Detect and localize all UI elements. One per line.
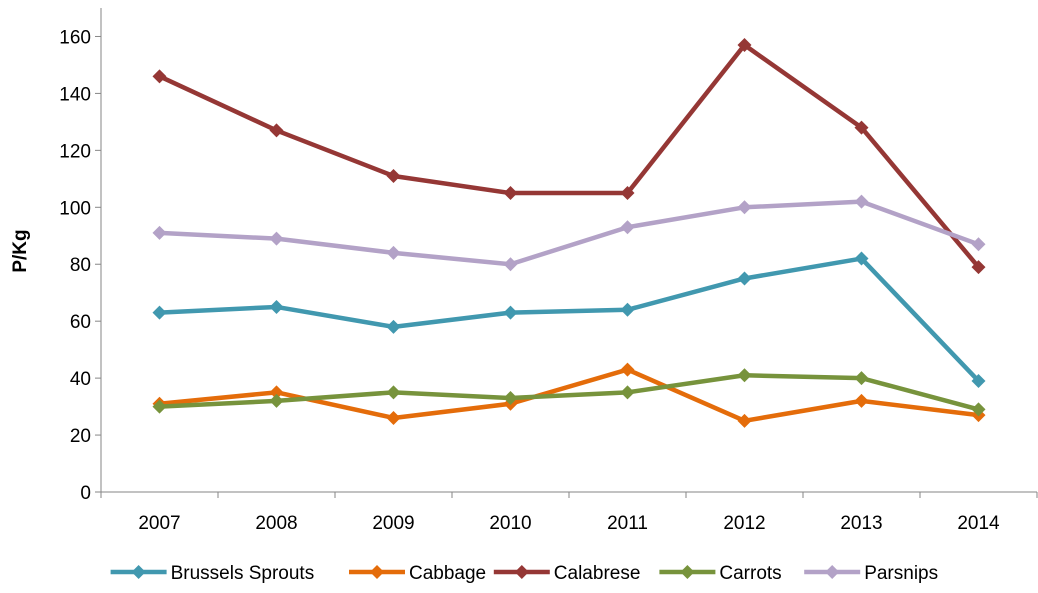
data-point xyxy=(737,368,752,383)
data-point xyxy=(737,413,752,428)
data-point xyxy=(620,362,635,377)
x-tick-label: 2010 xyxy=(489,513,531,534)
series-carrots xyxy=(152,368,986,417)
data-point xyxy=(503,257,518,272)
y-tick-label: 100 xyxy=(59,198,91,219)
data-point xyxy=(269,393,284,408)
data-point xyxy=(152,399,167,414)
data-point xyxy=(269,299,284,314)
legend-marker xyxy=(825,565,840,579)
y-tick-label: 0 xyxy=(80,483,91,504)
x-tick-label: 2013 xyxy=(840,513,882,534)
series-lines xyxy=(152,38,986,428)
data-point xyxy=(854,194,869,209)
y-axis-title: P/Kg xyxy=(10,229,31,272)
x-tick-label: 2014 xyxy=(957,513,1000,534)
x-tick-label: 2012 xyxy=(723,513,765,534)
legend-label: Parsnips xyxy=(864,563,938,584)
y-tick-label: 120 xyxy=(59,141,91,162)
x-tick-label: 2009 xyxy=(372,513,414,534)
legend-item: Carrots xyxy=(659,563,782,584)
legend-label: Calabrese xyxy=(554,563,641,584)
data-point xyxy=(737,200,752,215)
series-line xyxy=(157,42,981,270)
data-point xyxy=(854,251,869,266)
data-point xyxy=(971,373,986,388)
data-point xyxy=(971,402,986,417)
x-tick-label: 2008 xyxy=(255,513,297,534)
legend-marker xyxy=(680,565,695,579)
y-tick-label: 40 xyxy=(70,369,91,390)
data-point xyxy=(737,38,752,53)
legend-item: Parsnips xyxy=(804,563,938,584)
x-tick-label: 2011 xyxy=(607,513,648,534)
x-tick-label: 2007 xyxy=(138,513,180,534)
data-point xyxy=(854,120,869,135)
data-point xyxy=(386,168,401,183)
data-point xyxy=(503,186,518,201)
legend-item: Cabbage xyxy=(349,563,486,584)
data-point xyxy=(386,319,401,334)
data-point xyxy=(503,391,518,406)
legend-label: Cabbage xyxy=(409,563,486,584)
data-point xyxy=(620,186,635,201)
data-point xyxy=(269,231,284,246)
series-line xyxy=(157,199,981,267)
series-line xyxy=(157,256,981,384)
data-point xyxy=(152,225,167,240)
data-point xyxy=(971,237,986,252)
legend-label: Brussels Sprouts xyxy=(171,563,315,584)
legend-marker xyxy=(370,565,384,579)
series-line xyxy=(157,367,981,424)
data-point xyxy=(386,385,401,400)
series-parsnips xyxy=(152,194,986,272)
data-point xyxy=(620,302,635,317)
y-tick-label: 160 xyxy=(59,27,91,48)
series-brussels-sprouts xyxy=(152,251,986,388)
data-point xyxy=(152,69,167,84)
data-point xyxy=(269,123,284,138)
data-point xyxy=(854,371,869,386)
series-calabrese xyxy=(152,38,986,275)
legend: Brussels Sprouts Cabbage Calabrese Carrots P… xyxy=(110,563,938,584)
data-point xyxy=(620,220,635,235)
legend-item: Calabrese xyxy=(493,563,641,584)
series-line xyxy=(157,373,981,412)
data-point xyxy=(386,410,401,425)
data-point xyxy=(854,393,869,408)
data-point xyxy=(737,271,752,286)
y-tick-label: 20 xyxy=(70,426,91,447)
y-tick-label: 60 xyxy=(70,312,91,333)
data-point xyxy=(620,385,635,400)
legend-item: Brussels Sprouts xyxy=(110,563,315,584)
legend-marker xyxy=(514,565,529,579)
data-point xyxy=(152,305,167,320)
legend-label: Carrots xyxy=(719,563,781,584)
data-point xyxy=(269,385,284,400)
data-point xyxy=(386,245,401,260)
data-point xyxy=(971,260,986,275)
y-tick-label: 80 xyxy=(70,255,91,276)
y-tick-label: 140 xyxy=(59,84,91,105)
legend-marker xyxy=(131,565,146,579)
data-point xyxy=(503,305,518,320)
axes: 0 20 40 60 80 100 120 140 160 2007 2008 2009 2010 201… xyxy=(59,8,1038,534)
